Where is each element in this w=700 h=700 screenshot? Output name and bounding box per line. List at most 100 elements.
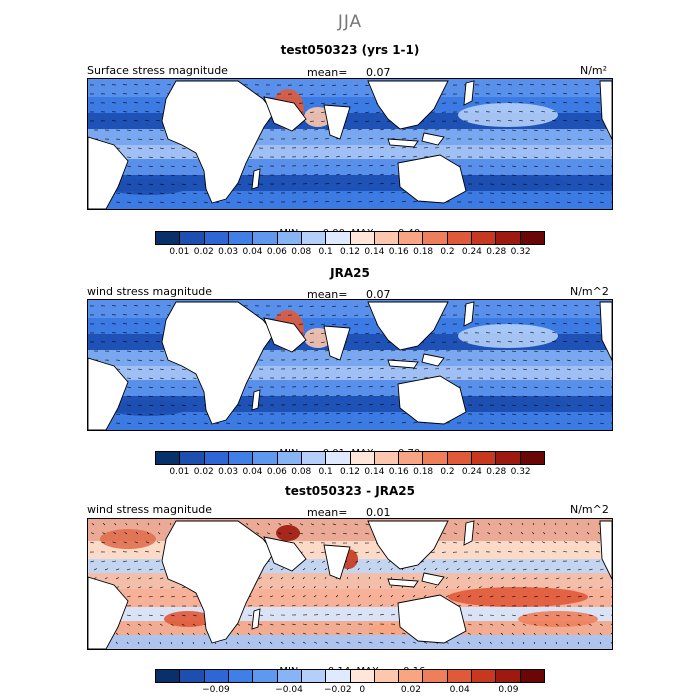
colorbar-tick-label: 0.02: [400, 685, 421, 695]
panel-3-mean-value: 0.01: [366, 506, 391, 519]
colorbar-tick-label: 0.16: [388, 467, 409, 477]
colorbar-swatch: [472, 452, 497, 464]
panel-3-map-field: [88, 519, 612, 649]
colorbar-swatch: [253, 232, 278, 244]
panel-1-colorbar-ticks: 0.01 0.02 0.03 0.04 0.06 0.08 0.1 0.12 0.14 0.16 0…: [155, 247, 545, 259]
panel-1-colorbar: [155, 231, 545, 245]
season-title: JJA: [337, 12, 363, 32]
colorbar-tick-label: 0.06: [266, 247, 287, 257]
colorbar-swatch: [447, 670, 473, 682]
colorbar-swatch: [326, 452, 351, 464]
colorbar-swatch: [156, 232, 181, 244]
colorbar-swatch: [301, 452, 327, 464]
colorbar-swatch: [253, 452, 278, 464]
colorbar-swatch: [301, 670, 327, 682]
panel-2-colorbar: [155, 451, 545, 465]
colorbar-tick-label: 0.08: [291, 247, 312, 257]
colorbar-swatch: [374, 670, 400, 682]
colorbar-swatch: [228, 452, 254, 464]
colorbar-swatch: [472, 670, 497, 682]
panel-1-map: [87, 78, 613, 210]
colorbar-tick-label: −0.09: [202, 685, 230, 695]
colorbar-tick-label: 0.12: [339, 467, 361, 477]
colorbar-swatch: [350, 670, 375, 682]
colorbar-tick-label: 0.1: [318, 467, 333, 477]
colorbar-swatch: [180, 670, 205, 682]
colorbar-tick-label: 0.02: [193, 247, 214, 257]
colorbar-swatch: [447, 452, 473, 464]
colorbar-tick-label: 0.2: [440, 467, 455, 477]
colorbar-tick-label: 0.1: [318, 247, 333, 257]
colorbar-swatch: [301, 232, 327, 244]
colorbar-tick-label: 0.28: [486, 247, 507, 257]
colorbar-swatch: [156, 670, 181, 682]
panel-2-title: JRA25: [330, 266, 370, 280]
panel-2-map-field: [88, 300, 612, 430]
colorbar-swatch: [253, 670, 278, 682]
colorbar-tick-label: 0.09: [498, 685, 519, 695]
colorbar-swatch: [520, 232, 544, 244]
colorbar-swatch: [374, 232, 400, 244]
colorbar-swatch: [204, 452, 229, 464]
panel-3-title: test050323 - JRA25: [285, 484, 415, 498]
colorbar-swatch: [277, 670, 302, 682]
colorbar-tick-label: 0.02: [193, 467, 214, 477]
panel-1-mean-value: 0.07: [366, 66, 391, 79]
colorbar-tick-label: 0.28: [486, 467, 507, 477]
colorbar-swatch: [520, 670, 544, 682]
colorbar-swatch: [350, 232, 375, 244]
colorbar-tick-label: −0.04: [275, 685, 303, 695]
panel-2-mean-label: mean=: [307, 288, 348, 301]
colorbar-tick-label: 0.18: [413, 247, 434, 257]
colorbar-swatch: [228, 670, 254, 682]
panel-3-units: N/m^2: [570, 503, 609, 516]
panel-1-units: N/m²: [580, 64, 608, 77]
colorbar-swatch: [496, 452, 521, 464]
panel-3-colorbar-ticks: −0.09 −0.04 −0.02 0 0.02 0.04 0.09: [155, 685, 545, 697]
colorbar-swatch: [180, 232, 205, 244]
panel-1-map-field: [88, 79, 612, 209]
panel-1-variable-label: Surface stress magnitude: [87, 64, 228, 77]
colorbar-swatch: [180, 452, 205, 464]
panel-3-variable-label: wind stress magnitude: [87, 503, 213, 516]
colorbar-tick-label: 0.04: [242, 247, 263, 257]
colorbar-tick-label: 0.04: [449, 685, 470, 695]
colorbar-tick-label: 0.04: [242, 467, 263, 477]
colorbar-swatch: [399, 232, 424, 244]
colorbar-swatch: [156, 452, 181, 464]
colorbar-tick-label: 0.12: [339, 247, 361, 257]
colorbar-swatch: [399, 670, 424, 682]
colorbar-swatch: [374, 452, 400, 464]
colorbar-swatch: [472, 232, 497, 244]
panel-3-mean-label: mean=: [307, 506, 348, 519]
colorbar-swatch: [204, 670, 229, 682]
colorbar-swatch: [228, 232, 254, 244]
colorbar-tick-label: 0.03: [218, 467, 239, 477]
colorbar-swatch: [204, 232, 229, 244]
panel-2-units: N/m^2: [570, 285, 609, 298]
panel-2-map: [87, 299, 613, 431]
colorbar-tick-label: 0.01: [169, 467, 190, 477]
colorbar-tick-label: 0.24: [461, 247, 482, 257]
panel-2-mean-value: 0.07: [366, 288, 391, 301]
panel-3-map: [87, 518, 613, 650]
colorbar-swatch: [520, 452, 544, 464]
colorbar-tick-label: 0.32: [510, 247, 531, 257]
colorbar-tick-label: 0.06: [266, 467, 287, 477]
panel-1-title: test050323 (yrs 1-1): [280, 43, 420, 57]
colorbar-swatch: [326, 670, 351, 682]
colorbar-tick-label: 0.2: [440, 247, 455, 257]
colorbar-swatch: [423, 232, 448, 244]
colorbar-tick-label: 0.01: [169, 247, 190, 257]
panel-1-mean-label: mean=: [307, 66, 348, 79]
colorbar-tick-label: 0.03: [218, 247, 239, 257]
colorbar-tick-label: 0: [359, 685, 366, 695]
panel-2-colorbar-ticks: 0.01 0.02 0.03 0.04 0.06 0.08 0.1 0.12 0.14 0.16 0…: [155, 467, 545, 479]
colorbar-swatch: [350, 452, 375, 464]
colorbar-swatch: [326, 232, 351, 244]
colorbar-swatch: [277, 232, 302, 244]
colorbar-swatch: [447, 232, 473, 244]
colorbar-swatch: [399, 452, 424, 464]
colorbar-swatch: [423, 452, 448, 464]
colorbar-swatch: [423, 670, 448, 682]
